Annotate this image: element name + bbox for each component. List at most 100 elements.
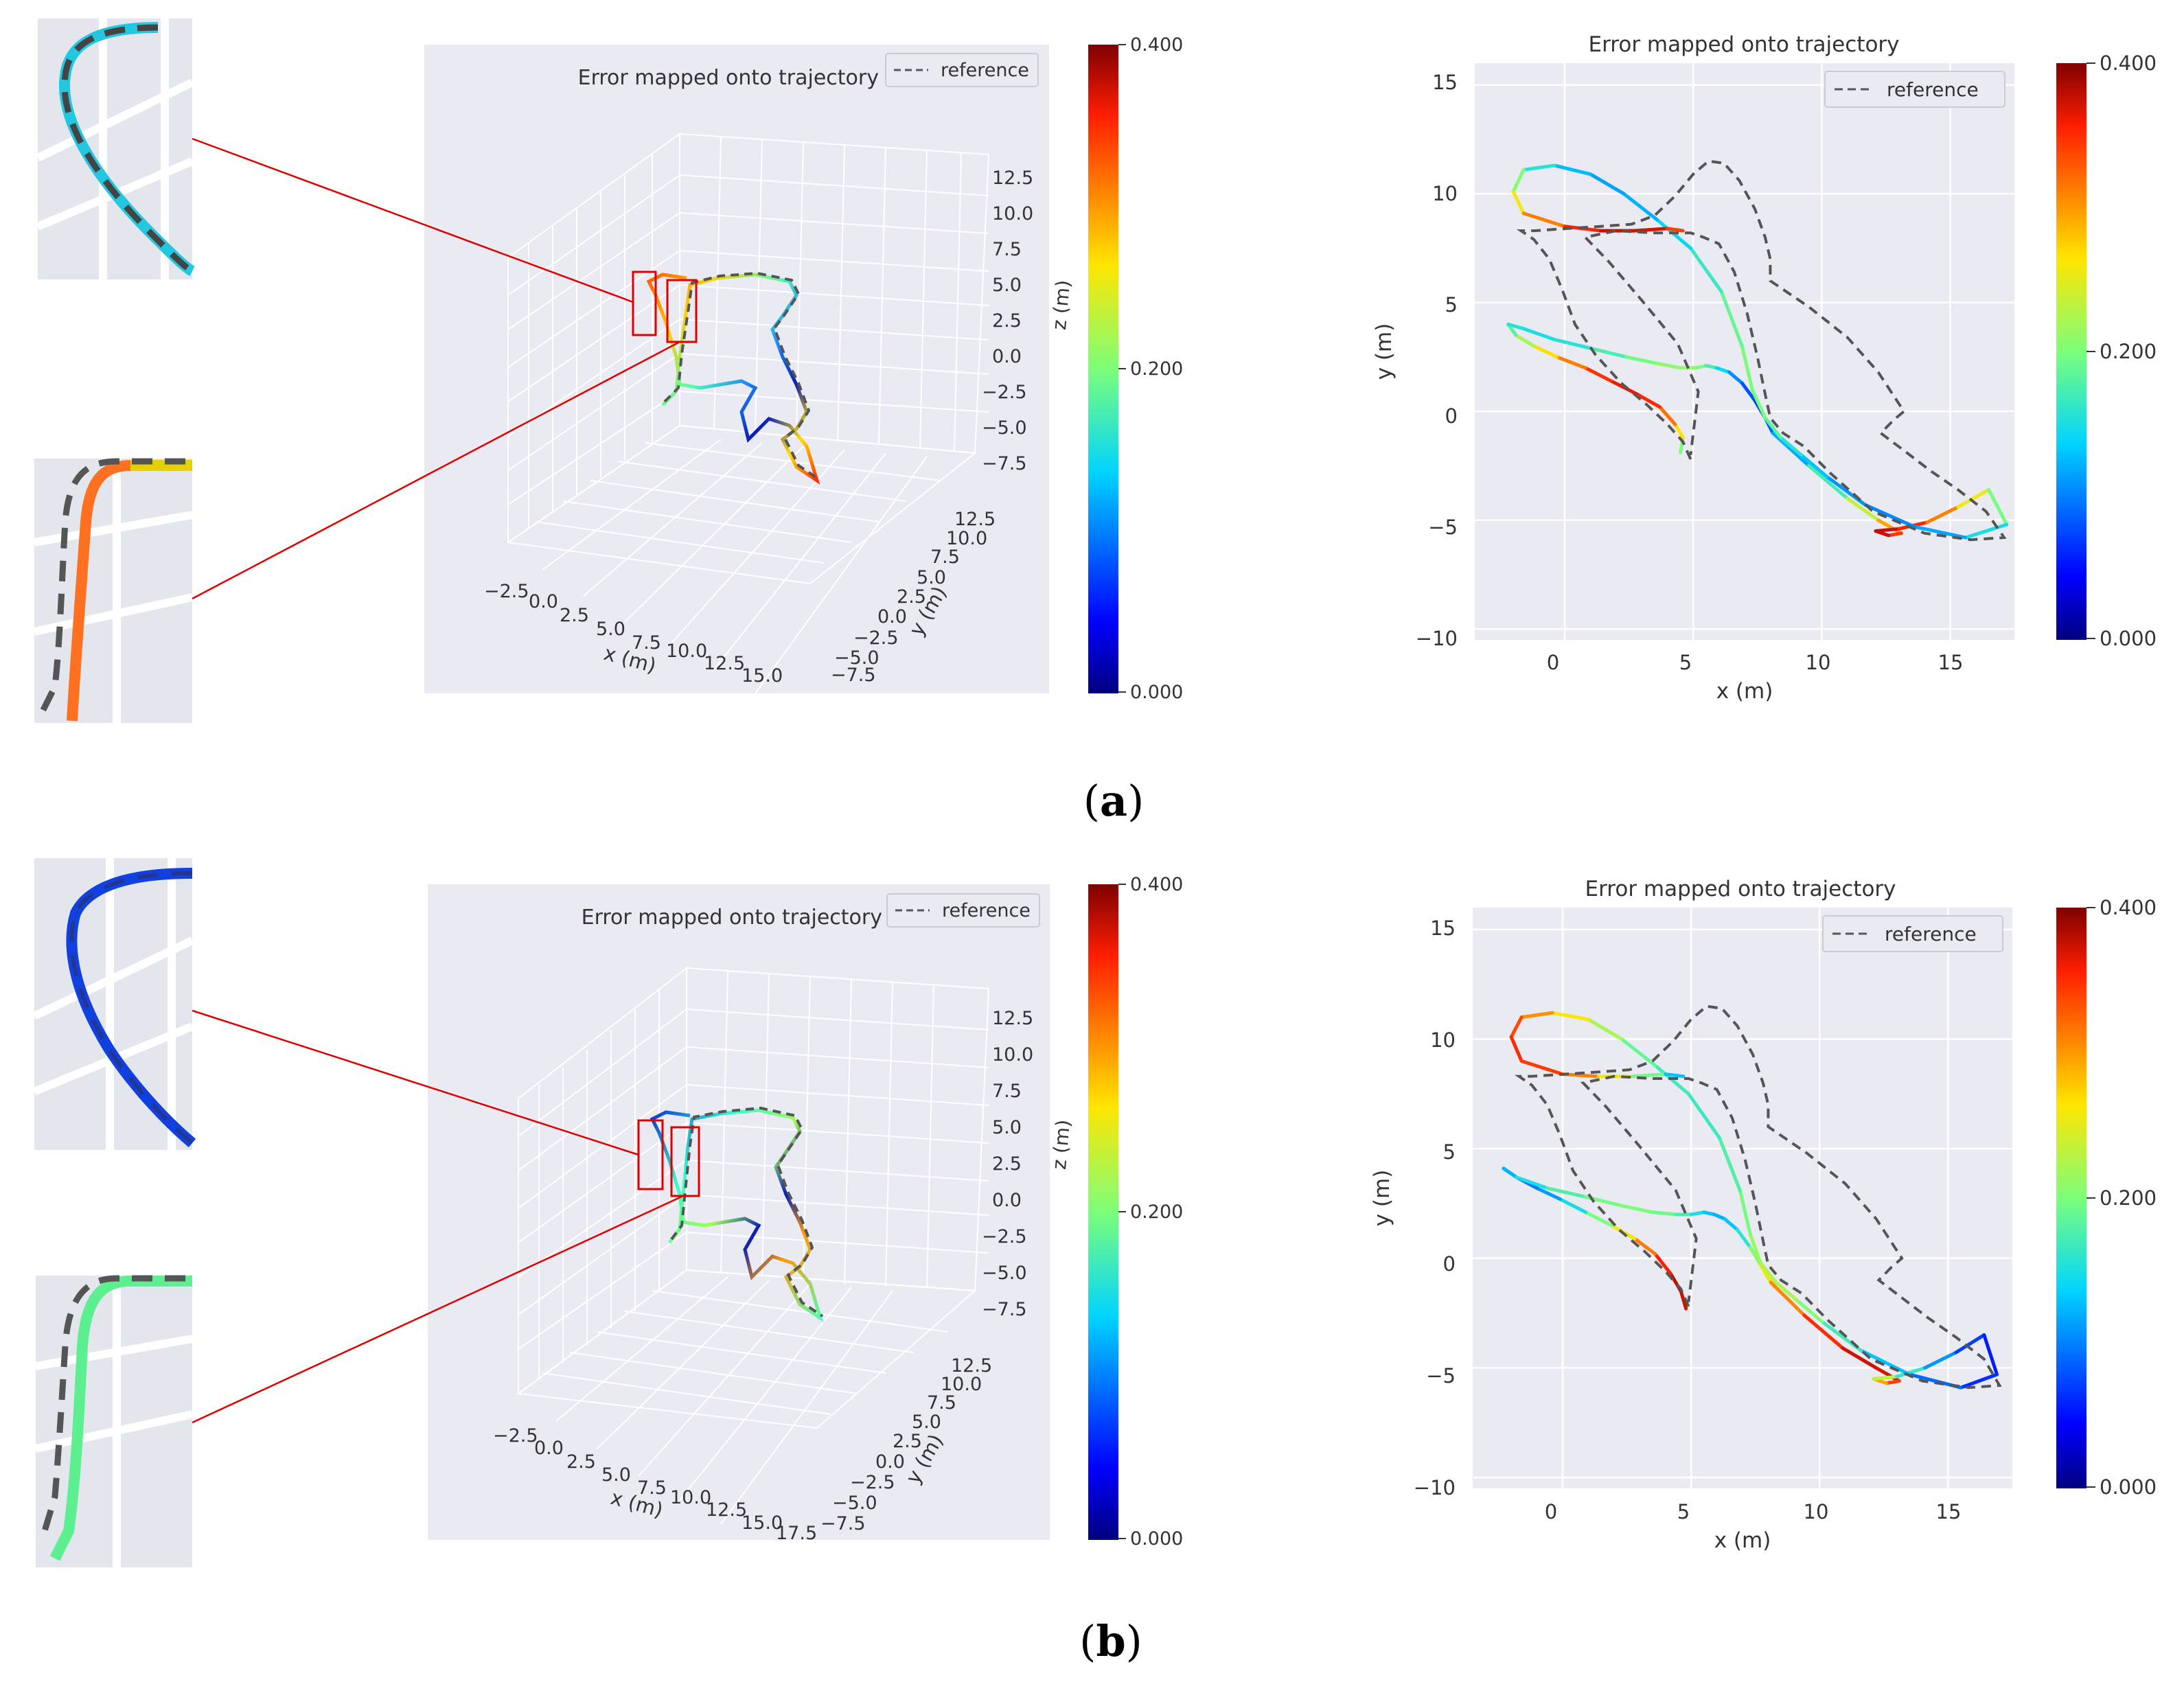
y-tick: 10.0 xyxy=(941,1374,982,1395)
estimate-segment xyxy=(1925,505,1960,525)
estimate-segment xyxy=(1712,1212,1727,1221)
estimate-segment xyxy=(1653,1252,1673,1276)
z-tick: 7.5 xyxy=(992,1081,1022,1102)
estimate-segment xyxy=(1515,1175,1550,1190)
colorbar-min: 0.000 xyxy=(2100,1475,2157,1499)
estimate-segment xyxy=(1740,344,1754,391)
x-tick: 15.0 xyxy=(742,1512,783,1534)
z-tick: 5.0 xyxy=(992,275,1022,296)
estimate-segment xyxy=(1723,1217,1740,1232)
y-tick: −5.0 xyxy=(832,1493,877,1514)
x-tick: 5.0 xyxy=(596,619,625,640)
plot2d-y-ticks: 15 10 5 0 −5 −10 xyxy=(1414,917,1456,1499)
estimate-segment xyxy=(1887,531,1903,538)
estimate-segment xyxy=(1954,1333,1986,1355)
colorbar-max: 0.400 xyxy=(1130,874,1183,895)
colorbar-max: 0.400 xyxy=(2100,896,2157,919)
plot3d-title: Error mapped onto trajectory xyxy=(582,906,882,930)
plot2d-xlabel: x (m) xyxy=(1716,679,1773,704)
plot2d-y-ticks: 15 10 5 0 −5 −10 xyxy=(1416,71,1458,650)
y-tick: 5.0 xyxy=(912,1412,941,1433)
estimate-segment xyxy=(1964,522,2009,540)
panel-letter: b xyxy=(1096,1616,1125,1666)
x-tick: −2.5 xyxy=(484,581,529,602)
z-tick: 0.0 xyxy=(992,346,1022,367)
plot2d-ylabel: y (m) xyxy=(1370,1170,1394,1227)
zoom-inset-bottom xyxy=(34,1275,194,1567)
z-tick: −7.5 xyxy=(982,453,1027,474)
zoom-line-bottom xyxy=(192,1195,684,1424)
y-tick: 15 xyxy=(1430,917,1456,940)
estimate-segment xyxy=(1655,361,1682,370)
x-tick: 0 xyxy=(1547,651,1559,674)
y-tick: −5 xyxy=(1426,1364,1456,1387)
estimate-segment xyxy=(1859,1348,1911,1377)
plot3d-legend: reference xyxy=(885,53,1039,87)
estimate-segment xyxy=(1769,1280,1806,1317)
plot2d-area: reference xyxy=(1473,908,2012,1488)
estimate-segment xyxy=(1511,189,1526,216)
estimate-segment xyxy=(1689,1210,1706,1217)
x-tick: 15 xyxy=(1936,1500,1962,1523)
estimate-segment xyxy=(1717,1136,1742,1193)
reference-line xyxy=(1514,1004,2002,1390)
plot2d-series xyxy=(1502,1004,2002,1390)
plot2d-xlabel: x (m) xyxy=(1714,1528,1771,1553)
panel-label-b: (b) xyxy=(1079,1616,1142,1666)
estimate-segment xyxy=(1620,1037,1657,1068)
z-tick: 12.5 xyxy=(992,1008,1033,1029)
z-tick: −5.0 xyxy=(982,1263,1027,1284)
x-tick: 5 xyxy=(1679,651,1692,674)
estimate-segment xyxy=(1666,227,1685,233)
y-tick: 5.0 xyxy=(917,567,946,588)
estimate-segment xyxy=(1748,1232,1762,1265)
estimate-segment xyxy=(1635,392,1662,409)
x-tick: 7.5 xyxy=(632,632,661,654)
estimate-segment xyxy=(1872,1374,1899,1381)
estimate-segment xyxy=(1588,172,1626,196)
estimate-segment xyxy=(1657,405,1677,426)
z-tick: 5.0 xyxy=(992,1117,1022,1138)
estimate-segment xyxy=(1778,435,1803,457)
plot3d-trajectory xyxy=(650,1106,824,1322)
y-tick: 10.0 xyxy=(946,528,987,549)
estimate-segment xyxy=(1799,453,1829,479)
y-tick: −2.5 xyxy=(853,627,899,649)
panel-a: Error mapped onto trajectory reference 1… xyxy=(33,19,2157,826)
estimate-segment xyxy=(1714,366,1732,374)
plot2d-ylabel: y (m) xyxy=(1372,323,1396,380)
plot3d-z-ticks: 12.5 10.0 7.5 5.0 2.5 0.0 −2.5 −5.0 −7.5… xyxy=(982,168,1074,474)
estimate-segment xyxy=(1876,518,1903,535)
x-tick: 0.0 xyxy=(534,1438,564,1459)
colorbar-max: 0.400 xyxy=(2100,51,2157,75)
estimate-segment xyxy=(1509,1015,1524,1039)
estimate-segment xyxy=(1895,1366,1927,1379)
panel-letter: a xyxy=(1100,776,1127,826)
estimate-segment xyxy=(1704,364,1719,370)
plot2d-area: reference xyxy=(1475,63,2014,640)
estimate-segment xyxy=(1750,387,1767,420)
colorbar-mid: 0.200 xyxy=(1130,358,1183,380)
estimate-segment xyxy=(1514,333,1536,348)
x-tick: 10.0 xyxy=(670,1487,711,1508)
estimate-segment xyxy=(1795,1298,1824,1324)
z-tick: 2.5 xyxy=(992,310,1022,332)
z-tick: 7.5 xyxy=(992,239,1022,260)
estimate-segment xyxy=(1863,503,1916,529)
x-tick: 10.0 xyxy=(666,641,707,662)
z-tick: −2.5 xyxy=(982,1226,1027,1247)
zoom-line-bottom xyxy=(192,341,680,600)
x-tick: 15.0 xyxy=(742,665,783,687)
y-tick: −10 xyxy=(1414,1476,1456,1499)
z-tick: 10.0 xyxy=(992,1044,1033,1066)
estimate-segment xyxy=(1719,290,1744,348)
estimate-segment xyxy=(1982,1333,1999,1377)
x-tick: 2.5 xyxy=(566,1451,596,1473)
estimate-segment xyxy=(1609,379,1639,396)
estimate-segment xyxy=(1736,1228,1752,1249)
z-tick: −7.5 xyxy=(982,1299,1027,1320)
colorbar-left: 0.400 0.200 0.000 xyxy=(1088,874,1183,1550)
y-tick: 5 xyxy=(1443,1140,1456,1164)
estimate-segment xyxy=(1555,355,1587,370)
